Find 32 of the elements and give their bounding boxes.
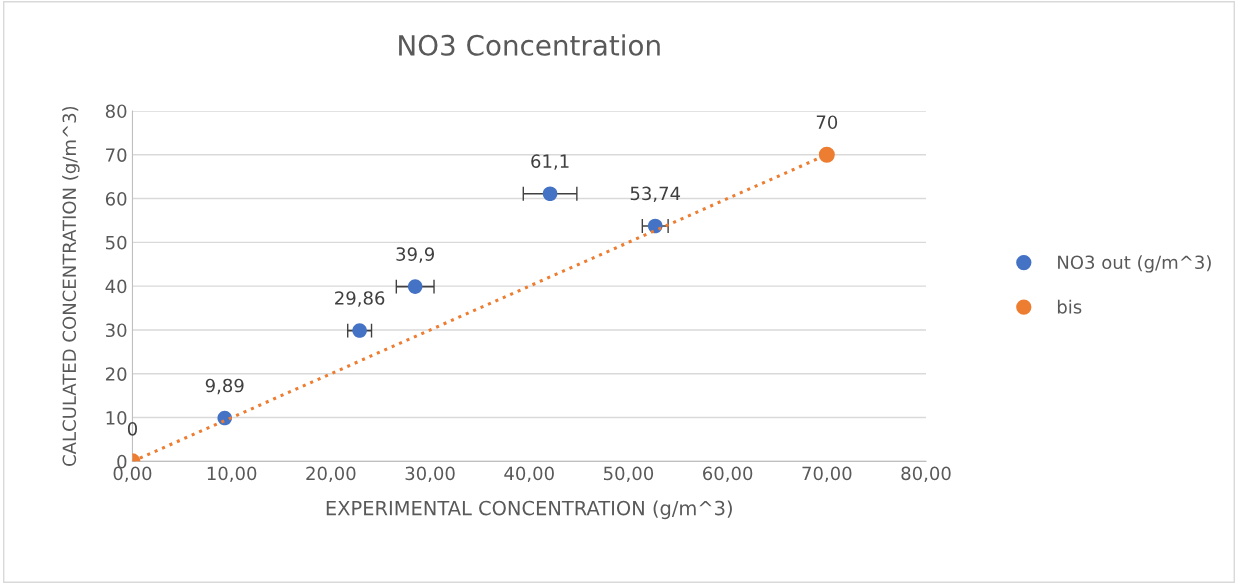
x-tick-label: 40,00	[504, 466, 554, 483]
x-tick-label: 10,00	[207, 466, 257, 483]
point	[407, 279, 423, 294]
y-tick-label: 70	[106, 148, 127, 162]
y-tick-label: 80	[105, 104, 127, 119]
point	[542, 186, 558, 202]
x-tick-label: 70,00	[802, 466, 852, 483]
y-tick-label: 50	[106, 235, 127, 250]
x-tick-label: 80,00	[901, 466, 951, 483]
point	[818, 146, 835, 163]
data-label: 9,89	[205, 378, 244, 395]
point	[352, 323, 367, 338]
data-label: 39,9	[396, 247, 434, 263]
data-label: 61,1	[531, 154, 569, 170]
x-tick-label: 50,00	[603, 466, 654, 483]
y-tick-label: 10	[106, 411, 127, 425]
y-tick-label: 20	[105, 367, 127, 381]
y-tick-label: 60	[105, 192, 127, 206]
x-tick-label: 60,00	[703, 466, 753, 483]
data-label: 70	[816, 115, 838, 130]
y-tick-label: 30	[106, 323, 127, 338]
x-axis-title: EXPERIMENTAL CONCENTRATION (g/m^3)	[326, 500, 732, 520]
legend-label: bis	[1057, 299, 1082, 314]
legend-label: NO3 out (g/m^3)	[1058, 255, 1211, 273]
data-label: 0	[127, 421, 138, 436]
x-tick-label: 30,00	[405, 466, 455, 483]
y-axis-title: CALCULATED CONCENTRATION (g/m^3)	[62, 106, 80, 466]
data-label: 29,86	[335, 291, 385, 307]
chart-title: NO3 Concentration	[399, 34, 660, 56]
x-tick-label: 20,00	[306, 466, 356, 483]
data-label: 53,74	[630, 186, 681, 203]
y-tick-label: 40	[105, 279, 127, 294]
